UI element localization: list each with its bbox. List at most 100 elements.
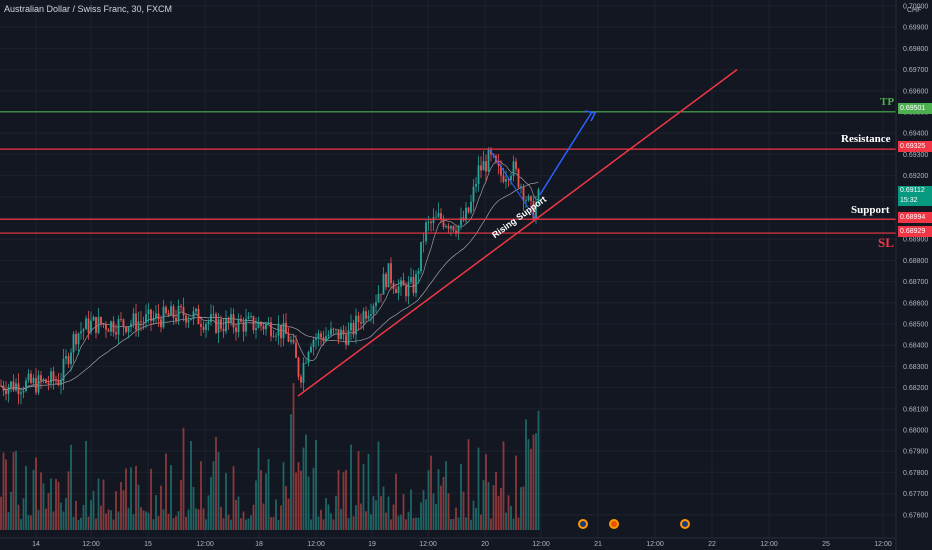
candle-body xyxy=(27,373,30,381)
volume-bar xyxy=(195,508,197,530)
candle-body xyxy=(70,352,72,364)
volume-bar xyxy=(517,517,520,530)
volume-bar xyxy=(285,486,287,530)
candle-body xyxy=(282,322,285,339)
volume-bar xyxy=(392,504,395,530)
volume-bar xyxy=(505,512,507,530)
candle-body xyxy=(487,149,490,172)
volume-bar xyxy=(362,463,365,530)
current-price-value: 0.69112 xyxy=(900,187,925,194)
candle-body xyxy=(435,216,437,218)
candle-body xyxy=(440,212,442,220)
candle-body xyxy=(2,385,5,391)
candle-body xyxy=(115,332,117,335)
candle-body xyxy=(220,319,222,329)
candle-body xyxy=(385,274,387,288)
volume-bar xyxy=(102,479,105,530)
candle-body xyxy=(250,316,252,317)
candle-body xyxy=(337,329,340,340)
grid xyxy=(0,0,896,538)
candle-body xyxy=(202,326,205,330)
volume-bar xyxy=(445,461,447,530)
candle-body xyxy=(297,357,300,377)
economic-event-icon[interactable] xyxy=(609,519,619,529)
volume-bar xyxy=(515,455,517,530)
time-scale[interactable]: 14 12:00 15 12:00 18 12:00 19 12:00 20 12:00 21 12:… xyxy=(0,537,896,548)
volume-bar xyxy=(380,496,382,530)
time-tick-label: 25 xyxy=(822,541,830,548)
economic-event-icon[interactable] xyxy=(680,519,690,529)
volume-bar xyxy=(192,486,195,530)
volume-bar xyxy=(15,450,17,530)
candle-body xyxy=(97,316,100,333)
time-tick-label: 22 xyxy=(708,541,716,548)
volume-bar xyxy=(447,493,450,530)
candle-body xyxy=(397,286,400,294)
volume-bar xyxy=(40,472,42,530)
candle-body xyxy=(345,334,347,345)
candle-body xyxy=(30,373,32,383)
candle-body xyxy=(227,317,230,323)
volume-bar xyxy=(52,511,55,530)
volume-bar xyxy=(292,383,295,530)
volume-bar xyxy=(245,519,247,530)
volume-bar xyxy=(2,452,5,530)
volume-bar xyxy=(402,494,405,530)
volume-bar xyxy=(327,504,330,530)
volume-bar xyxy=(315,440,317,530)
volume-bar xyxy=(320,509,322,530)
volume-bar xyxy=(135,465,137,530)
price-scale[interactable]: 0.700000.699000.698000.697000.696000.695… xyxy=(895,0,928,550)
candles xyxy=(0,147,540,405)
candle-body xyxy=(437,212,440,217)
tp-label: TP xyxy=(880,96,895,108)
volume-bar xyxy=(197,509,200,530)
price-tick-label: 0.67800 xyxy=(903,470,928,477)
economic-event-icon[interactable] xyxy=(578,519,588,529)
ma-fast-line xyxy=(0,161,539,391)
pullback-trend-line[interactable] xyxy=(489,149,536,219)
projection-arrow[interactable] xyxy=(539,111,593,196)
candle-body xyxy=(377,293,380,303)
candle-body xyxy=(252,316,255,331)
candle-body xyxy=(217,319,220,333)
volume-bar xyxy=(335,495,337,530)
rising-support-line[interactable] xyxy=(297,68,738,397)
candle-body xyxy=(515,161,517,170)
candle-body xyxy=(350,323,352,331)
time-tick-label: 12:00 xyxy=(874,541,892,548)
price-tick-label: 0.67900 xyxy=(903,449,928,456)
candle-body xyxy=(280,325,282,339)
volume-bar xyxy=(477,447,480,530)
candle-body xyxy=(455,230,457,234)
candle-body xyxy=(392,283,395,289)
candle-body xyxy=(470,201,472,213)
volume-bar xyxy=(242,511,245,530)
volume-bar xyxy=(450,519,452,530)
candle-body xyxy=(532,200,535,220)
volume-bar xyxy=(495,471,497,530)
price-tick-label: 0.67600 xyxy=(903,512,928,519)
candle-body xyxy=(530,196,532,201)
time-tick-label: 14 xyxy=(32,541,40,548)
candle-body xyxy=(512,161,515,176)
level-lines xyxy=(0,111,896,234)
volume-bar xyxy=(487,482,490,530)
volume-bar xyxy=(520,487,522,530)
volume-bar xyxy=(150,468,152,530)
candle-body xyxy=(362,311,365,324)
candle-body xyxy=(357,315,360,323)
volume-bar xyxy=(265,473,267,530)
candle-body xyxy=(480,165,482,171)
volume-bar xyxy=(525,419,527,530)
candle-body xyxy=(522,186,525,201)
candle-body xyxy=(365,311,367,319)
volume-bar xyxy=(17,504,20,530)
volume-bar xyxy=(47,493,50,530)
candle-body xyxy=(215,314,217,333)
ma-slow-line xyxy=(0,181,539,391)
candle-body xyxy=(90,320,92,333)
candle-body xyxy=(140,321,142,323)
tp-price-badge: 0.69501 xyxy=(898,103,932,114)
